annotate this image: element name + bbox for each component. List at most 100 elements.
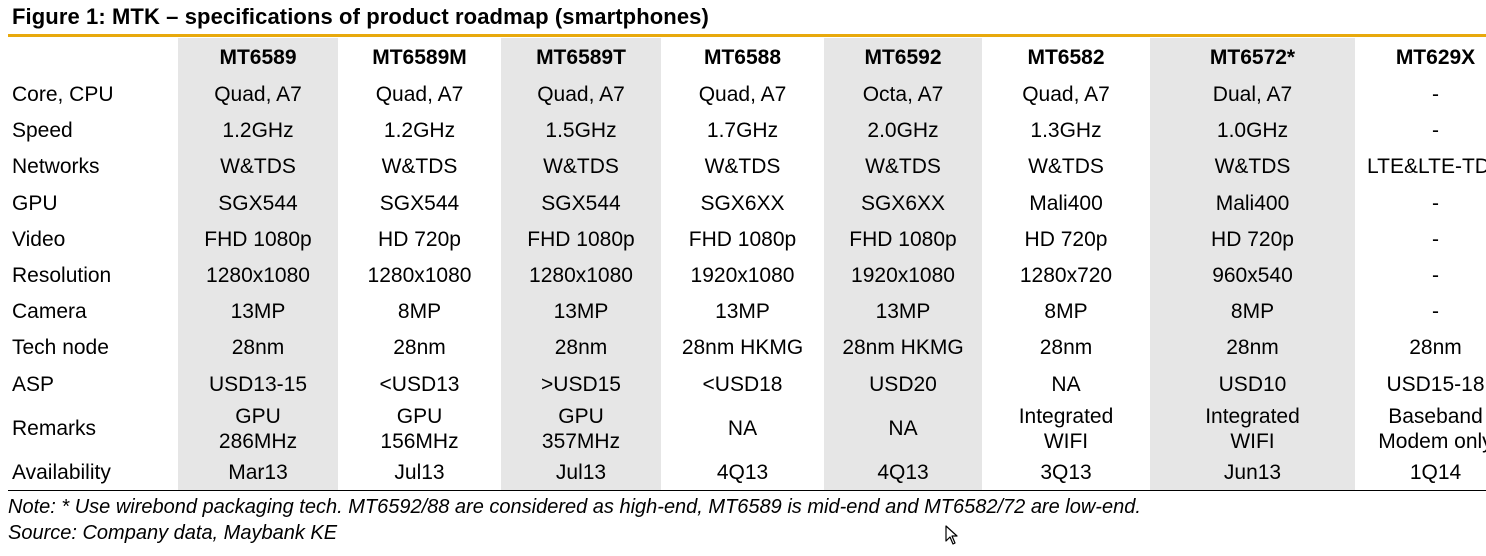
column-header: MT629X: [1395, 45, 1476, 69]
table-cell: FHD 1080p: [178, 221, 338, 258]
row-label: Networks: [12, 155, 100, 179]
table-cell: >USD15: [501, 366, 661, 403]
table-cell: GPU 156MHz: [380, 404, 459, 453]
spec-table: MT6589 MT6589M MT6589T MT6588 MT6592 MT6…: [8, 38, 1486, 491]
table-cell: 13MP: [824, 294, 982, 331]
table-row: Remarks GPU 286MHz GPU 156MHz GPU 357MHz NA N…: [8, 402, 1486, 455]
table-cell: HD 720p: [1150, 221, 1355, 258]
table-cell: -: [1432, 191, 1439, 215]
table-cell: Quad, A7: [1022, 83, 1110, 107]
table-cell: SGX544: [379, 191, 460, 215]
row-label: Camera: [12, 300, 87, 324]
table-row: Speed 1.2GHz 1.2GHz 1.5GHz 1.7GHz 2.0GHz 1.3GH…: [8, 113, 1486, 150]
table-header-row: MT6589 MT6589M MT6589T MT6588 MT6592 MT6…: [8, 38, 1486, 77]
table-cell: W&TDS: [704, 155, 781, 179]
table-cell: 28nm: [1150, 330, 1355, 367]
table-cell: HD 720p: [378, 227, 461, 251]
table-row: GPU SGX544 SGX544 SGX544 SGX6XX SGX6XX Mali400…: [8, 185, 1486, 222]
table-cell: 28nm: [178, 330, 338, 367]
table-cell: 1.2GHz: [383, 119, 456, 143]
table-cell: W&TDS: [178, 149, 338, 186]
row-label: Resolution: [12, 264, 112, 288]
table-bottom-rule: [8, 490, 1486, 491]
table-cell: Quad, A7: [178, 77, 338, 114]
table-cell: FHD 1080p: [688, 227, 797, 251]
table-cell: Jul13: [394, 460, 445, 484]
table-cell: NA: [727, 417, 758, 441]
table-cell: Quad, A7: [375, 83, 464, 107]
table-cell: USD20: [824, 366, 982, 403]
header-corner: [8, 38, 178, 77]
row-label: GPU: [12, 191, 58, 215]
table-cell: 28nm: [393, 336, 446, 360]
table-row: Core, CPU Quad, A7 Quad, A7 Quad, A7 Quad, A…: [8, 77, 1486, 114]
table-cell: 3Q13: [1040, 460, 1092, 484]
table-cell: Mali400: [1150, 185, 1355, 222]
table-cell: <USD13: [379, 372, 460, 396]
table-cell: LTE&LTE-TDS: [1367, 155, 1486, 179]
table-cell: Jun13: [1150, 454, 1355, 491]
figure-title: Figure 1: MTK – specifications of produc…: [12, 4, 709, 29]
table-cell: 1280x1080: [178, 257, 338, 295]
table-cell: 1920x1080: [824, 257, 982, 295]
row-label: Speed: [12, 119, 73, 143]
table-cell: 1.5GHz: [501, 113, 661, 150]
table-cell: 1.7GHz: [706, 119, 779, 143]
table-cell: NA: [824, 402, 982, 455]
table-cell: 1280x1080: [367, 264, 472, 288]
table-row: ASP USD13-15 <USD13 >USD15 <USD18 USD20 NA USD1…: [8, 366, 1486, 403]
row-label: Availability: [12, 460, 111, 484]
table-cell: 1280x720: [1019, 264, 1113, 288]
table-cell: Jul13: [501, 454, 661, 491]
row-label: Core, CPU: [12, 83, 114, 107]
table-cell: 28nm: [1039, 336, 1093, 360]
row-label: ASP: [12, 372, 55, 396]
table-cell: W&TDS: [824, 149, 982, 186]
table-cell: 8MP: [1150, 294, 1355, 331]
table-cell: 1Q14: [1409, 460, 1462, 484]
table-cell: 8MP: [1044, 300, 1088, 324]
table-cell: -: [1432, 264, 1439, 288]
table-row: Camera 13MP 8MP 13MP 13MP 13MP 8MP 8MP -: [8, 294, 1486, 331]
table-cell: Quad, A7: [501, 77, 661, 114]
table-cell: -: [1432, 300, 1439, 324]
table-cell: SGX6XX: [700, 191, 785, 215]
row-label: Tech node: [12, 336, 109, 360]
table-cell: Mar13: [178, 454, 338, 491]
table-cell: Integrated WIFI: [1150, 402, 1355, 455]
column-header: MT6588: [703, 45, 782, 69]
table-cell: -: [1432, 227, 1439, 251]
table-cell: -: [1432, 83, 1439, 107]
row-label: Video: [12, 227, 66, 251]
table-note: Note: * Use wirebond packaging tech. MT6…: [8, 496, 1141, 518]
table-cell: FHD 1080p: [824, 221, 982, 258]
column-header: MT6572*: [1150, 38, 1355, 77]
title-accent-rule: [8, 34, 1486, 37]
table-cell: W&TDS: [1150, 149, 1355, 186]
table-cell: 2.0GHz: [824, 113, 982, 150]
table-cell: USD10: [1150, 366, 1355, 403]
table-cell: 28nm: [1409, 336, 1462, 360]
column-header: MT6592: [824, 38, 982, 77]
table-cell: 28nm: [501, 330, 661, 367]
table-cell: -: [1432, 119, 1439, 143]
table-cell: 1280x1080: [501, 257, 661, 295]
table-cell: SGX544: [501, 185, 661, 222]
table-cell: Dual, A7: [1150, 77, 1355, 114]
table-cell: 8MP: [397, 300, 442, 324]
table-source: Source: Company data, Maybank KE: [8, 522, 338, 544]
table-cell: 1920x1080: [690, 264, 795, 288]
column-header: MT6589: [178, 38, 338, 77]
table-cell: GPU 286MHz: [178, 402, 338, 455]
table-cell: NA: [1051, 372, 1081, 396]
table-cell: W&TDS: [501, 149, 661, 186]
table-cell: HD 720p: [1024, 227, 1108, 251]
table-cell: Quad, A7: [698, 83, 787, 107]
table-cell: 1.2GHz: [178, 113, 338, 150]
table-cell: 1.0GHz: [1150, 113, 1355, 150]
table-cell: USD13-15: [178, 366, 338, 403]
table-cell: 13MP: [501, 294, 661, 331]
table-cell: <USD18: [702, 372, 783, 396]
table-cell: Baseband Modem only: [1378, 404, 1486, 453]
table-body: Core, CPU Quad, A7 Quad, A7 Quad, A7 Quad, A…: [8, 77, 1486, 491]
